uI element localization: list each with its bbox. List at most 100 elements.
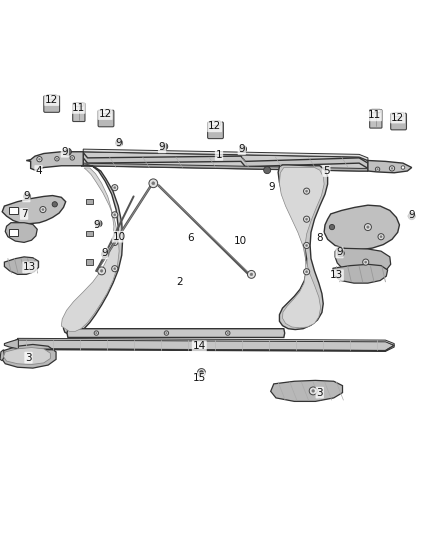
FancyBboxPatch shape <box>101 109 111 114</box>
Polygon shape <box>10 339 394 351</box>
Text: 12: 12 <box>45 95 58 105</box>
Text: 9: 9 <box>115 138 122 148</box>
Circle shape <box>52 201 57 207</box>
Circle shape <box>112 184 118 191</box>
Text: 9: 9 <box>23 191 30 201</box>
Circle shape <box>70 156 74 160</box>
Circle shape <box>304 243 310 248</box>
FancyBboxPatch shape <box>74 103 83 106</box>
Polygon shape <box>2 196 66 223</box>
Circle shape <box>304 216 310 222</box>
Text: 9: 9 <box>159 142 166 152</box>
Text: 9: 9 <box>408 210 415 220</box>
Circle shape <box>304 188 310 194</box>
Circle shape <box>94 331 99 335</box>
Text: 8: 8 <box>316 233 323 243</box>
Circle shape <box>227 332 229 334</box>
Circle shape <box>367 226 369 228</box>
Circle shape <box>102 251 109 258</box>
Polygon shape <box>5 223 37 243</box>
Text: 10: 10 <box>113 232 126 242</box>
Circle shape <box>55 157 59 161</box>
Circle shape <box>226 331 230 335</box>
Text: 7: 7 <box>21 209 28 219</box>
Circle shape <box>337 250 344 257</box>
Circle shape <box>364 223 371 231</box>
Circle shape <box>363 259 369 265</box>
Polygon shape <box>368 160 412 173</box>
Polygon shape <box>83 152 368 171</box>
FancyBboxPatch shape <box>98 110 114 127</box>
Polygon shape <box>4 257 39 274</box>
Polygon shape <box>64 165 123 334</box>
Circle shape <box>329 224 335 230</box>
FancyBboxPatch shape <box>394 112 403 117</box>
Circle shape <box>309 387 317 395</box>
Text: 3: 3 <box>25 353 32 362</box>
Text: 13: 13 <box>23 262 36 272</box>
Text: 5: 5 <box>323 166 330 176</box>
Polygon shape <box>83 149 368 160</box>
Circle shape <box>312 390 314 392</box>
Text: 3: 3 <box>316 387 323 398</box>
Circle shape <box>114 187 116 189</box>
Circle shape <box>306 190 307 192</box>
Polygon shape <box>4 348 50 365</box>
Circle shape <box>40 206 46 213</box>
Circle shape <box>365 261 367 263</box>
Circle shape <box>391 167 393 169</box>
Text: 1: 1 <box>215 150 223 160</box>
Circle shape <box>56 158 58 159</box>
Polygon shape <box>4 339 18 349</box>
Polygon shape <box>61 168 119 332</box>
FancyBboxPatch shape <box>9 207 18 214</box>
Circle shape <box>114 241 116 244</box>
Polygon shape <box>271 381 343 401</box>
Text: 9: 9 <box>238 144 245 154</box>
FancyBboxPatch shape <box>44 96 60 112</box>
Text: 9: 9 <box>93 220 100 230</box>
Text: 14: 14 <box>193 341 206 351</box>
Circle shape <box>114 214 116 216</box>
Circle shape <box>304 269 310 275</box>
Text: 11: 11 <box>368 110 381 120</box>
Circle shape <box>408 213 415 220</box>
Circle shape <box>264 167 271 174</box>
Circle shape <box>378 233 384 240</box>
Circle shape <box>37 157 42 162</box>
FancyBboxPatch shape <box>86 199 93 204</box>
FancyBboxPatch shape <box>86 260 93 265</box>
Text: 12: 12 <box>99 109 112 119</box>
Circle shape <box>152 182 155 185</box>
Text: 13: 13 <box>330 270 343 280</box>
Circle shape <box>149 179 158 188</box>
FancyBboxPatch shape <box>47 95 57 99</box>
FancyBboxPatch shape <box>370 110 382 128</box>
Circle shape <box>250 273 253 276</box>
Polygon shape <box>18 345 394 351</box>
FancyBboxPatch shape <box>73 103 85 122</box>
Circle shape <box>380 236 382 238</box>
Circle shape <box>401 166 405 169</box>
FancyBboxPatch shape <box>208 122 223 139</box>
Circle shape <box>95 332 97 334</box>
Circle shape <box>377 168 378 170</box>
Polygon shape <box>1 344 56 368</box>
Circle shape <box>71 157 73 159</box>
Circle shape <box>42 208 44 211</box>
Text: 9: 9 <box>268 182 275 192</box>
Circle shape <box>116 140 123 147</box>
Circle shape <box>306 218 307 220</box>
Circle shape <box>200 371 203 374</box>
Circle shape <box>247 270 255 278</box>
Text: 4: 4 <box>35 166 42 176</box>
Polygon shape <box>83 163 368 171</box>
Circle shape <box>64 148 71 155</box>
Circle shape <box>114 268 116 270</box>
Circle shape <box>95 220 102 227</box>
Circle shape <box>166 332 167 334</box>
Circle shape <box>389 166 395 171</box>
Polygon shape <box>83 152 368 168</box>
Circle shape <box>198 368 205 376</box>
Text: 9: 9 <box>101 248 108 259</box>
